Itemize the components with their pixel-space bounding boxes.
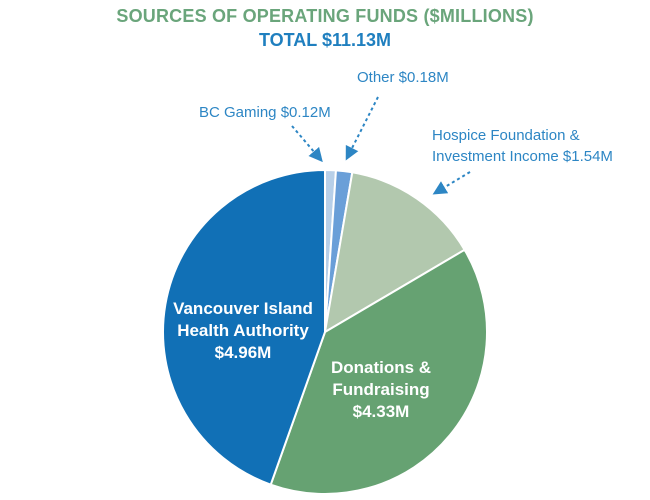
leader-arrow-other bbox=[345, 96, 379, 161]
slice-label-donations-and-fundraising: Donations & Fundraising $4.33M bbox=[331, 358, 431, 421]
slice-label-hospice-foundation-and-investment-income: Hospice Foundation & Investment Income $1… bbox=[432, 127, 613, 165]
pie-slice-hospice-foundation-and-investment-income bbox=[323, 171, 466, 334]
leader-arrow-bc-gaming bbox=[291, 125, 323, 163]
slice-label-other: Other $0.18M bbox=[357, 69, 449, 86]
pie-slice-vancouver-island-health-authority bbox=[162, 168, 326, 486]
leader-arrow-hospice-foundation-and-investment-income bbox=[432, 171, 471, 195]
slice-label-vancouver-island-health-authority: Vancouver Island Health Authority $4.96M bbox=[173, 299, 313, 362]
slice-label-bc-gaming: BC Gaming $0.12M bbox=[199, 104, 331, 121]
chart-title: SOURCES OF OPERATING FUNDS ($MILLIONS) bbox=[116, 6, 534, 26]
chart-subtitle: TOTAL $11.13M bbox=[258, 30, 392, 50]
pie-slice-donations-and-fundraising bbox=[269, 248, 488, 495]
